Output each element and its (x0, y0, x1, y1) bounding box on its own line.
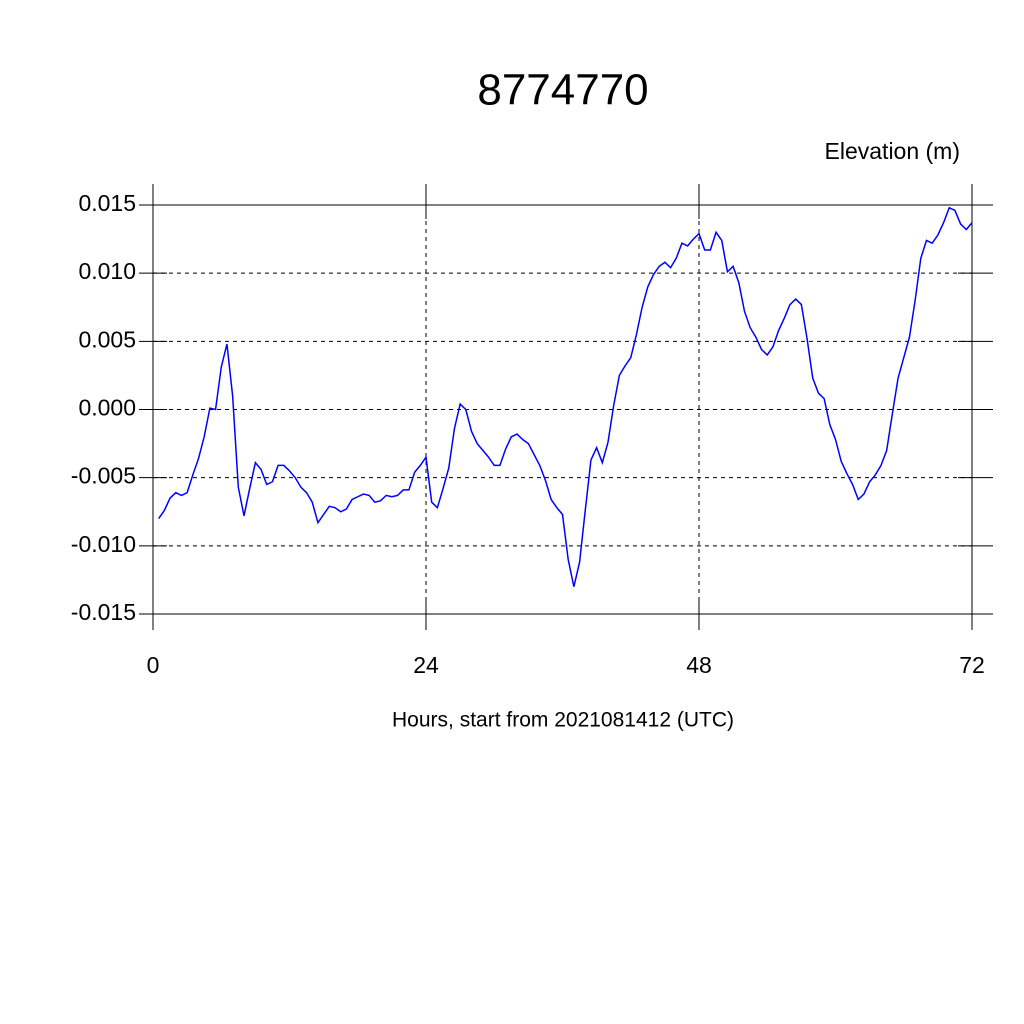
chart-subtitle: Elevation (m) (825, 138, 960, 164)
chart-title: 8774770 (477, 66, 648, 115)
y-tick-label: 0.010 (78, 258, 136, 284)
y-tick-label: 0.005 (78, 326, 136, 352)
y-tick-label: 0.015 (78, 190, 136, 216)
x-tick-label: 24 (413, 652, 439, 678)
x-tick-label: 72 (959, 652, 985, 678)
y-tick-label: 0.000 (78, 395, 136, 421)
x-axis-label: Hours, start from 2021081412 (UTC) (392, 709, 734, 732)
x-tick-label: 48 (686, 652, 712, 678)
y-tick-label: -0.010 (71, 531, 136, 557)
y-tick-label: -0.005 (71, 463, 136, 489)
y-tick-label: -0.015 (71, 599, 136, 625)
x-tick-label: 0 (147, 652, 160, 678)
data-line (158, 206, 973, 587)
